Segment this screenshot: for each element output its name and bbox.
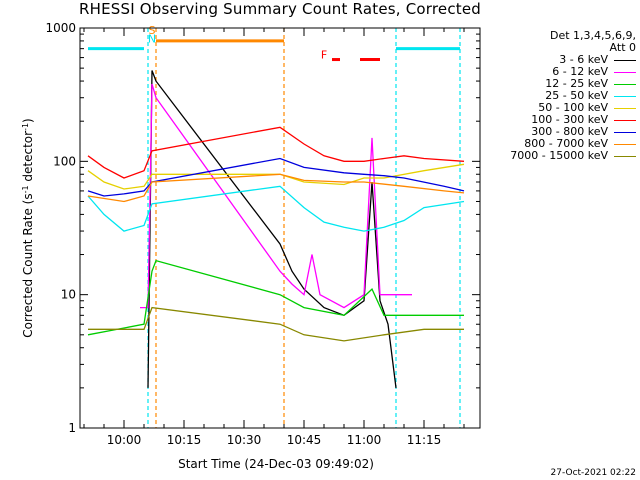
x-axis-label: Start Time (24-Dec-03 09:49:02): [178, 457, 374, 471]
chart-title: RHESSI Observing Summary Count Rates, Co…: [78, 0, 481, 18]
x-tick-label: 11:15: [407, 433, 442, 447]
legend-header-line-1: Det 1,3,4,5,6,9,: [549, 29, 636, 42]
y-tick-label: 1: [68, 421, 76, 435]
series-line-3: [87, 185, 465, 232]
legend-swatch: [614, 120, 636, 121]
series-line-7: [87, 173, 465, 203]
y-axis-label: Corrected Count Rate (s-1 detector-1): [21, 118, 36, 337]
legend-entry: 6 - 12 keV: [484, 66, 636, 78]
legend-header-line-2: Att 0: [609, 41, 636, 54]
annotation-s: S: [149, 24, 156, 37]
legend-swatch: [614, 96, 636, 97]
x-tick-label: 10:00: [107, 433, 142, 447]
series-line-6: [87, 157, 465, 197]
legend-entry-label: 100 - 300 keV: [531, 113, 608, 126]
legend-entry: 25 - 50 keV: [484, 90, 636, 102]
legend-entry-label: 7000 - 15000 keV: [510, 149, 608, 162]
series-line-0: [147, 70, 397, 388]
legend-entry: 7000 - 15000 keV: [484, 150, 636, 162]
legend-entry-label: 6 - 12 keV: [552, 65, 608, 78]
series-line-8: [88, 306, 464, 342]
annotation-f: F: [321, 49, 327, 62]
annotation-n: N: [148, 32, 156, 45]
legend-entry-label: 800 - 7000 keV: [524, 137, 608, 150]
legend-swatch: [614, 108, 636, 109]
series-line-2: [87, 259, 464, 336]
legend-swatch: [614, 144, 636, 145]
legend-entry-label: 300 - 800 keV: [531, 125, 608, 138]
render-timestamp: 27-Oct-2021 02:22: [550, 468, 636, 478]
legend-swatch: [614, 132, 636, 133]
x-tick-label: 10:45: [287, 433, 322, 447]
legend: Det 1,3,4,5,6,9, Att 0 3 - 6 keV 6 - 12 k…: [484, 30, 636, 162]
legend-entry-label: 25 - 50 keV: [545, 89, 608, 102]
y-tick-label: 10: [61, 288, 76, 302]
series-line-5: [87, 126, 465, 179]
legend-entry: 800 - 7000 keV: [484, 138, 636, 150]
legend-entry-label: 3 - 6 keV: [559, 53, 608, 66]
legend-swatch: [614, 60, 636, 61]
axes-frame: [79, 27, 481, 429]
legend-entry: 3 - 6 keV: [484, 54, 636, 66]
legend-entry: 12 - 25 keV: [484, 78, 636, 90]
series-line-1: [140, 83, 412, 309]
legend-entry-label: 12 - 25 keV: [545, 77, 608, 90]
y-tick-label: 100: [53, 154, 76, 168]
legend-entry-label: 50 - 100 keV: [538, 101, 608, 114]
x-tick-label: 10:15: [167, 433, 202, 447]
y-tick-label: 1000: [45, 21, 76, 35]
x-tick-label: 11:00: [347, 433, 382, 447]
legend-entry: 100 - 300 keV: [484, 114, 636, 126]
legend-entry: 300 - 800 keV: [484, 126, 636, 138]
legend-swatch: [614, 156, 636, 157]
x-tick-label: 10:30: [227, 433, 262, 447]
legend-swatch: [614, 84, 636, 85]
legend-entry: 50 - 100 keV: [484, 102, 636, 114]
legend-swatch: [614, 72, 636, 73]
